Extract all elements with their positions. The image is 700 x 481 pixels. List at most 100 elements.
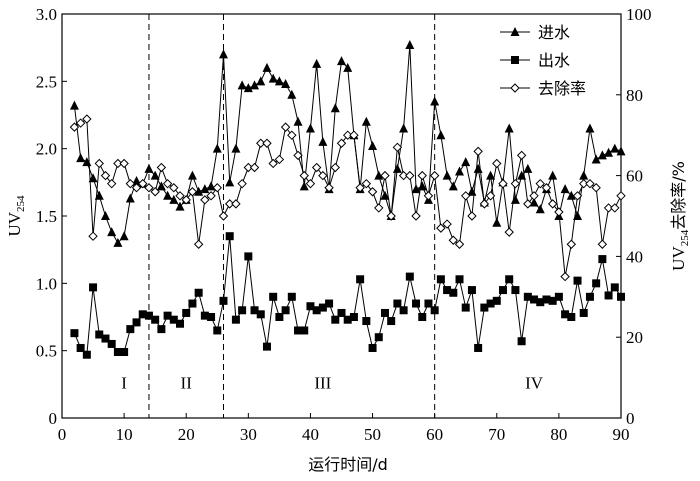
- diamond-marker: [392, 142, 403, 153]
- triangle-marker: [380, 190, 390, 200]
- diamond-marker: [523, 199, 533, 209]
- triangle-marker: [175, 201, 185, 211]
- triangle-marker: [212, 143, 222, 153]
- square-marker: [467, 286, 476, 295]
- y-tick-label: 1.0: [36, 274, 57, 293]
- diamond-marker: [479, 199, 490, 209]
- diamond-marker: [75, 118, 86, 128]
- diamond-marker: [610, 203, 620, 213]
- diamond-marker: [374, 203, 384, 213]
- diamond-marker: [343, 130, 353, 140]
- diamond-marker: [361, 178, 372, 189]
- triangle-marker: [312, 58, 322, 68]
- diamond-marker: [69, 122, 80, 132]
- legend-label: 进水: [538, 23, 570, 42]
- y2-tick-label: 100: [626, 5, 652, 24]
- triangle-marker: [169, 194, 179, 204]
- square-marker: [455, 275, 464, 284]
- square-marker: [95, 330, 104, 339]
- diamond-marker: [113, 158, 123, 169]
- square-marker: [294, 326, 303, 335]
- x-tick-label: 80: [550, 425, 567, 444]
- square-marker: [374, 333, 383, 342]
- triangle-marker: [405, 39, 415, 49]
- square-marker: [138, 310, 147, 319]
- diamond-marker: [193, 239, 204, 249]
- diamond-marker: [467, 211, 477, 221]
- triangle-marker: [187, 170, 197, 180]
- legend-label: 去除率: [538, 79, 586, 98]
- square-marker: [219, 296, 228, 305]
- square-marker: [200, 311, 209, 320]
- triangle-marker: [156, 181, 166, 191]
- square-marker: [474, 343, 483, 352]
- triangle-marker: [225, 177, 235, 187]
- diamond-marker: [349, 130, 359, 140]
- diamond-marker: [218, 211, 229, 221]
- square-marker: [144, 311, 153, 320]
- square-marker: [213, 326, 222, 335]
- diamond-marker: [566, 239, 577, 249]
- square-marker: [331, 315, 340, 324]
- triangle-marker: [163, 190, 173, 200]
- square-marker: [380, 308, 389, 317]
- diamond-marker: [442, 219, 452, 229]
- diamond-marker: [597, 239, 608, 249]
- square-marker: [151, 315, 160, 324]
- phase-label: II: [181, 373, 193, 392]
- triangle-marker: [616, 146, 626, 156]
- triangle-marker: [330, 103, 340, 113]
- triangle-marker: [510, 194, 520, 204]
- square-marker: [554, 292, 563, 301]
- x-tick-label: 0: [58, 425, 67, 444]
- square-marker: [418, 313, 427, 321]
- y2-label-main: UV: [669, 246, 688, 271]
- diamond-marker: [293, 150, 303, 161]
- square-marker: [486, 299, 495, 308]
- square-marker: [343, 315, 352, 324]
- diamond-marker: [398, 170, 409, 181]
- triangle-marker: [76, 153, 86, 163]
- triangle-marker: [287, 89, 297, 99]
- square-marker: [530, 295, 539, 304]
- square-marker: [89, 283, 98, 292]
- square-marker: [120, 348, 129, 357]
- square-marker: [399, 306, 408, 315]
- square-marker: [356, 275, 365, 284]
- square-marker: [610, 283, 619, 292]
- square-marker: [368, 343, 377, 352]
- square-marker: [362, 317, 371, 326]
- y2-label-sub: 254: [679, 229, 691, 246]
- diamond-marker: [169, 183, 179, 193]
- triangle-marker: [343, 62, 353, 72]
- square-marker: [561, 310, 570, 319]
- y-tick-label: 0.5: [36, 342, 57, 361]
- x-tick-label: 10: [116, 425, 133, 444]
- diamond-marker: [417, 170, 427, 181]
- diamond-marker: [591, 183, 601, 193]
- triangle-marker: [194, 186, 204, 196]
- triangle-marker: [218, 49, 228, 59]
- square-marker: [194, 288, 203, 297]
- diamond-marker: [231, 199, 241, 209]
- square-marker: [579, 308, 588, 317]
- legend-label: 出水: [538, 51, 570, 70]
- x-tick-label: 50: [364, 425, 381, 444]
- diamond-marker: [461, 191, 471, 201]
- triangle-marker: [119, 231, 129, 241]
- diamond-marker: [498, 178, 508, 189]
- triangle-marker: [237, 80, 247, 90]
- square-marker: [449, 288, 458, 297]
- diamond-marker: [429, 170, 440, 181]
- diamond-marker: [299, 170, 309, 181]
- triangle-marker: [579, 170, 589, 180]
- diamond-marker: [243, 162, 254, 173]
- square-marker: [461, 303, 470, 312]
- square-marker: [231, 315, 240, 324]
- diamond-marker: [386, 211, 396, 221]
- y2-tick-label: 0: [626, 409, 635, 428]
- square-marker: [250, 306, 259, 315]
- diamond-marker: [367, 187, 378, 197]
- diamond-marker: [256, 138, 266, 148]
